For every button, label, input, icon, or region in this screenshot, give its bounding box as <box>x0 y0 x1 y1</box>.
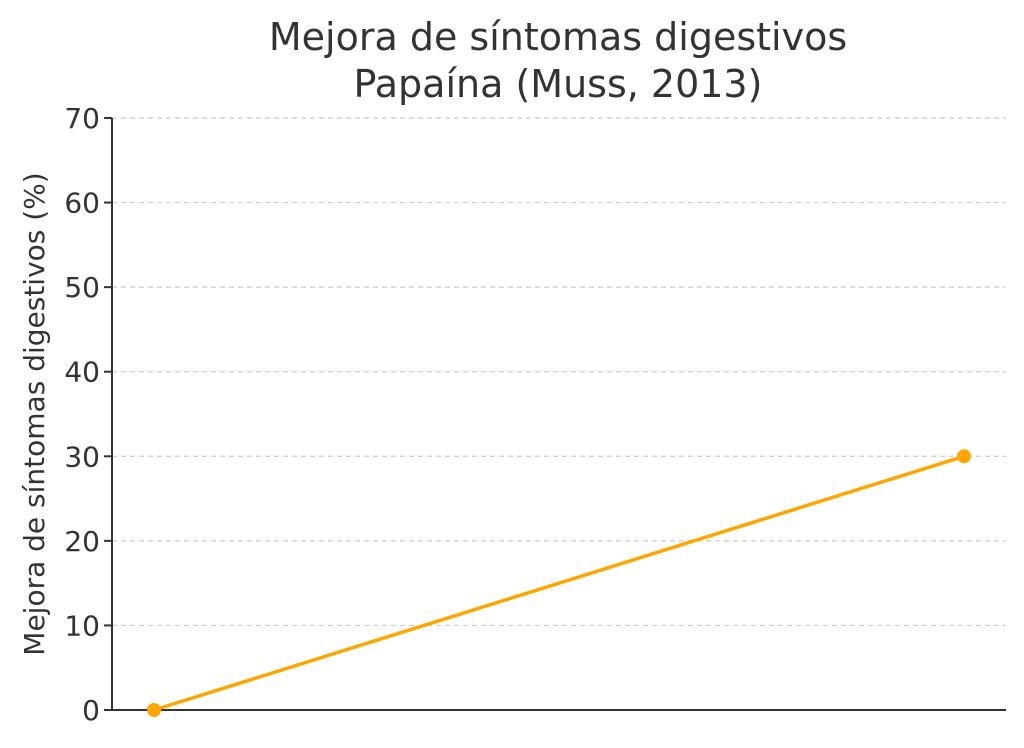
data-point <box>957 449 971 464</box>
series-line <box>152 454 966 712</box>
y-tick-label: 10 <box>64 609 100 642</box>
y-tick-label: 20 <box>64 525 100 558</box>
chart-title: Mejora de síntomas digestivos Papaína (M… <box>112 14 1004 108</box>
y-tick-label: 70 <box>64 102 100 135</box>
grid-lines <box>112 117 1006 627</box>
y-tick-label: 40 <box>64 356 100 389</box>
chart-title-line-2: Papaína (Muss, 2013) <box>353 62 763 106</box>
y-axis-label: Mejora de síntomas digestivos (%) <box>18 172 51 655</box>
y-tick-label: 30 <box>64 440 100 473</box>
data-point <box>147 703 161 717</box>
y-tick-label: 0 <box>82 694 100 727</box>
series <box>147 449 971 717</box>
y-tick-label: 60 <box>64 187 100 220</box>
y-tick-labels: 0 10 20 30 40 50 60 70 <box>64 102 112 727</box>
y-tick-label: 50 <box>64 271 100 304</box>
axes <box>111 118 1006 711</box>
chart-title-line-1: Mejora de síntomas digestivos <box>268 15 848 59</box>
